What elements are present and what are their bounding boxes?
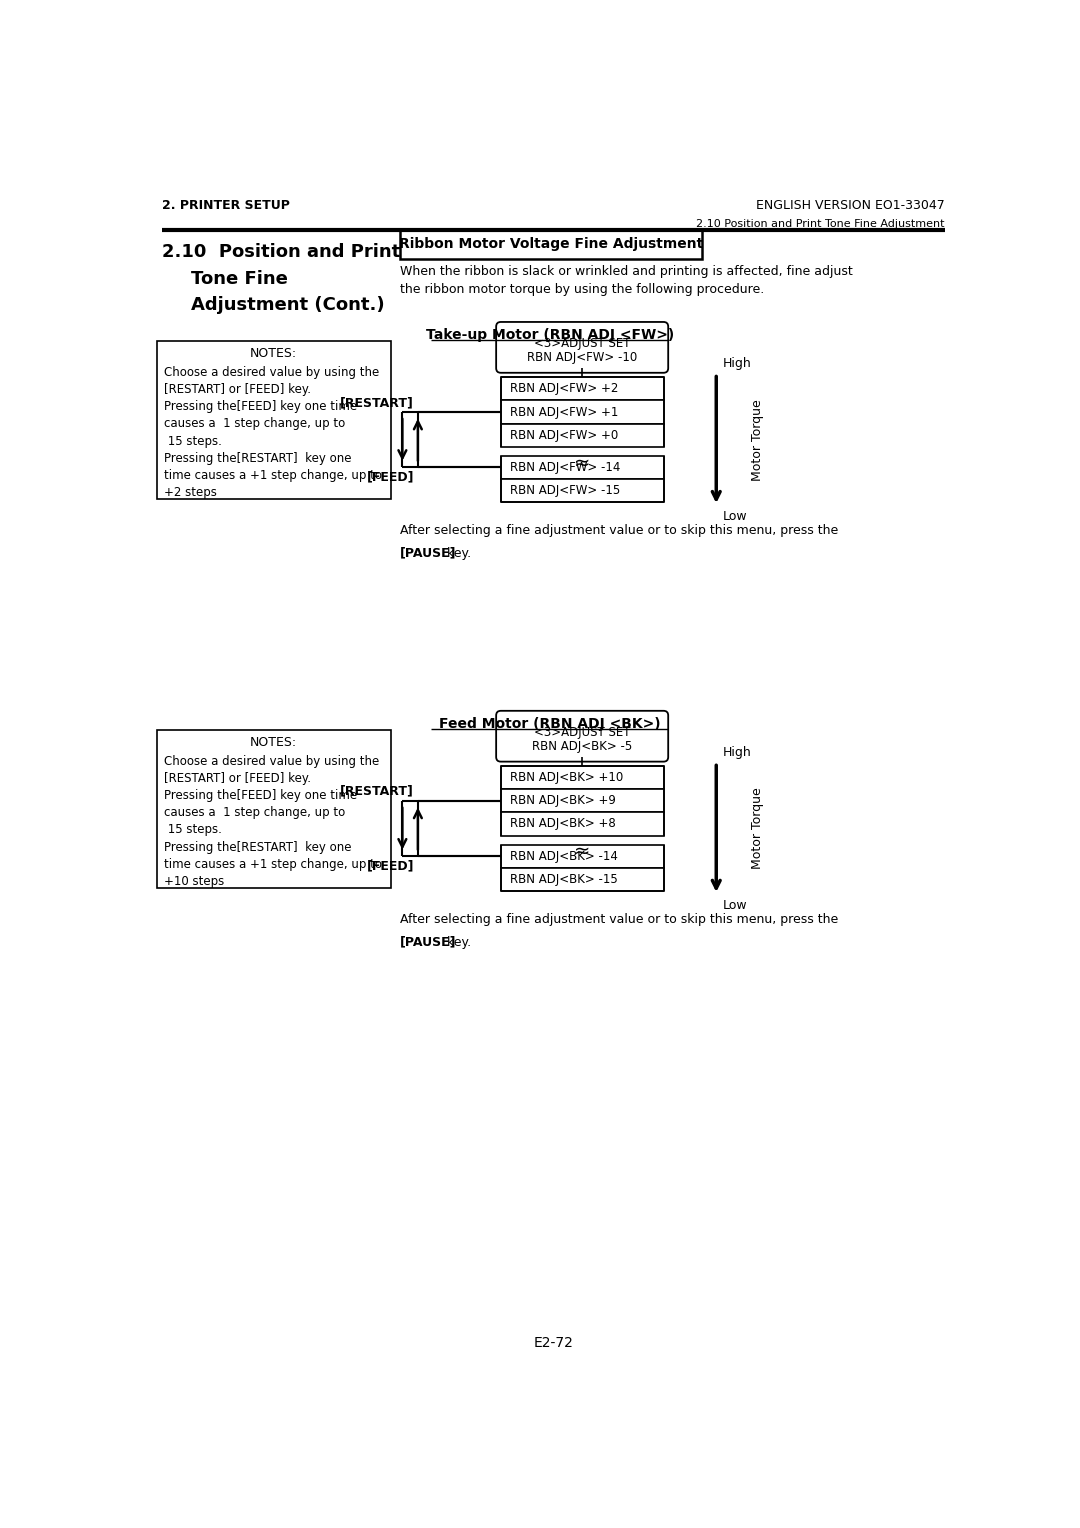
Text: 2. PRINTER SETUP: 2. PRINTER SETUP xyxy=(162,199,291,212)
Text: RBN ADJ<FW> -15: RBN ADJ<FW> -15 xyxy=(510,484,620,497)
Text: Tone Fine: Tone Fine xyxy=(191,269,287,287)
Text: 2.10 Position and Print Tone Fine Adjustment: 2.10 Position and Print Tone Fine Adjust… xyxy=(697,219,945,229)
Bar xyxy=(501,790,663,813)
Text: High: High xyxy=(723,746,752,758)
Bar xyxy=(501,400,663,423)
Text: Ribbon Motor Voltage Fine Adjustment: Ribbon Motor Voltage Fine Adjustment xyxy=(399,237,703,251)
Text: After selecting a fine adjustment value or to skip this menu, press the: After selecting a fine adjustment value … xyxy=(400,912,838,926)
Text: RBN ADJ<FW> +0: RBN ADJ<FW> +0 xyxy=(510,429,619,442)
Text: RBN ADJ<FW> +1: RBN ADJ<FW> +1 xyxy=(510,405,619,419)
Text: Choose a desired value by using the
[RESTART] or [FEED] key.
Pressing the[FEED] : Choose a desired value by using the [RES… xyxy=(164,755,382,888)
Text: Feed Motor (RBN ADJ <BK>): Feed Motor (RBN ADJ <BK>) xyxy=(438,717,661,730)
Bar xyxy=(400,229,702,258)
Text: [FEED]: [FEED] xyxy=(366,471,414,483)
Text: RBN ADJ<FW> -10: RBN ADJ<FW> -10 xyxy=(527,351,637,364)
Bar xyxy=(157,341,391,500)
Text: Motor Torque: Motor Torque xyxy=(751,399,765,481)
Text: E2-72: E2-72 xyxy=(534,1335,573,1349)
Text: [RESTART]: [RESTART] xyxy=(340,785,414,798)
Text: 2.10  Position and Print: 2.10 Position and Print xyxy=(162,243,401,261)
Text: [PAUSE]: [PAUSE] xyxy=(400,935,457,949)
Text: ≈: ≈ xyxy=(573,842,591,862)
Text: High: High xyxy=(723,356,752,370)
Text: key.: key. xyxy=(443,935,471,949)
Text: RBN ADJ<BK> -5: RBN ADJ<BK> -5 xyxy=(532,740,632,753)
Bar xyxy=(501,423,663,446)
Text: RBN ADJ<FW> -14: RBN ADJ<FW> -14 xyxy=(510,461,621,474)
Bar xyxy=(501,845,663,868)
Text: Low: Low xyxy=(723,898,747,912)
Text: NOTES:: NOTES: xyxy=(251,347,297,361)
Text: Motor Torque: Motor Torque xyxy=(751,788,765,869)
Text: ≈: ≈ xyxy=(573,454,591,472)
Bar xyxy=(501,766,663,790)
Text: <3>ADJUST SET: <3>ADJUST SET xyxy=(534,726,631,740)
Text: After selecting a fine adjustment value or to skip this menu, press the: After selecting a fine adjustment value … xyxy=(400,524,838,536)
Text: RBN ADJ<BK> -15: RBN ADJ<BK> -15 xyxy=(510,872,618,886)
Bar xyxy=(501,455,663,480)
Text: ENGLISH VERSION EO1-33047: ENGLISH VERSION EO1-33047 xyxy=(756,199,945,212)
Text: RBN ADJ<BK> +8: RBN ADJ<BK> +8 xyxy=(510,817,616,831)
Bar xyxy=(501,868,663,891)
Bar xyxy=(501,813,663,836)
Text: [PAUSE]: [PAUSE] xyxy=(400,547,457,559)
FancyBboxPatch shape xyxy=(496,322,669,373)
Bar xyxy=(501,377,663,400)
Text: When the ribbon is slack or wrinkled and printing is affected, fine adjust
the r: When the ribbon is slack or wrinkled and… xyxy=(400,264,853,296)
Bar xyxy=(501,480,663,503)
FancyBboxPatch shape xyxy=(496,711,669,761)
Text: [RESTART]: [RESTART] xyxy=(340,396,414,410)
Text: Adjustment (Cont.): Adjustment (Cont.) xyxy=(191,296,384,313)
Text: RBN ADJ<BK> -14: RBN ADJ<BK> -14 xyxy=(510,850,618,863)
Text: RBN ADJ<BK> +9: RBN ADJ<BK> +9 xyxy=(510,795,616,807)
Text: <3>ADJUST SET: <3>ADJUST SET xyxy=(534,338,631,350)
Text: Low: Low xyxy=(723,510,747,523)
Text: Choose a desired value by using the
[RESTART] or [FEED] key.
Pressing the[FEED] : Choose a desired value by using the [RES… xyxy=(164,365,382,500)
Text: key.: key. xyxy=(443,547,471,559)
Text: Take-up Motor (RBN ADJ <FW>): Take-up Motor (RBN ADJ <FW>) xyxy=(426,329,674,342)
Text: RBN ADJ<BK> +10: RBN ADJ<BK> +10 xyxy=(510,772,623,784)
Bar xyxy=(157,730,391,888)
Text: RBN ADJ<FW> +2: RBN ADJ<FW> +2 xyxy=(510,382,619,396)
Text: [FEED]: [FEED] xyxy=(366,859,414,872)
Text: NOTES:: NOTES: xyxy=(251,736,297,749)
